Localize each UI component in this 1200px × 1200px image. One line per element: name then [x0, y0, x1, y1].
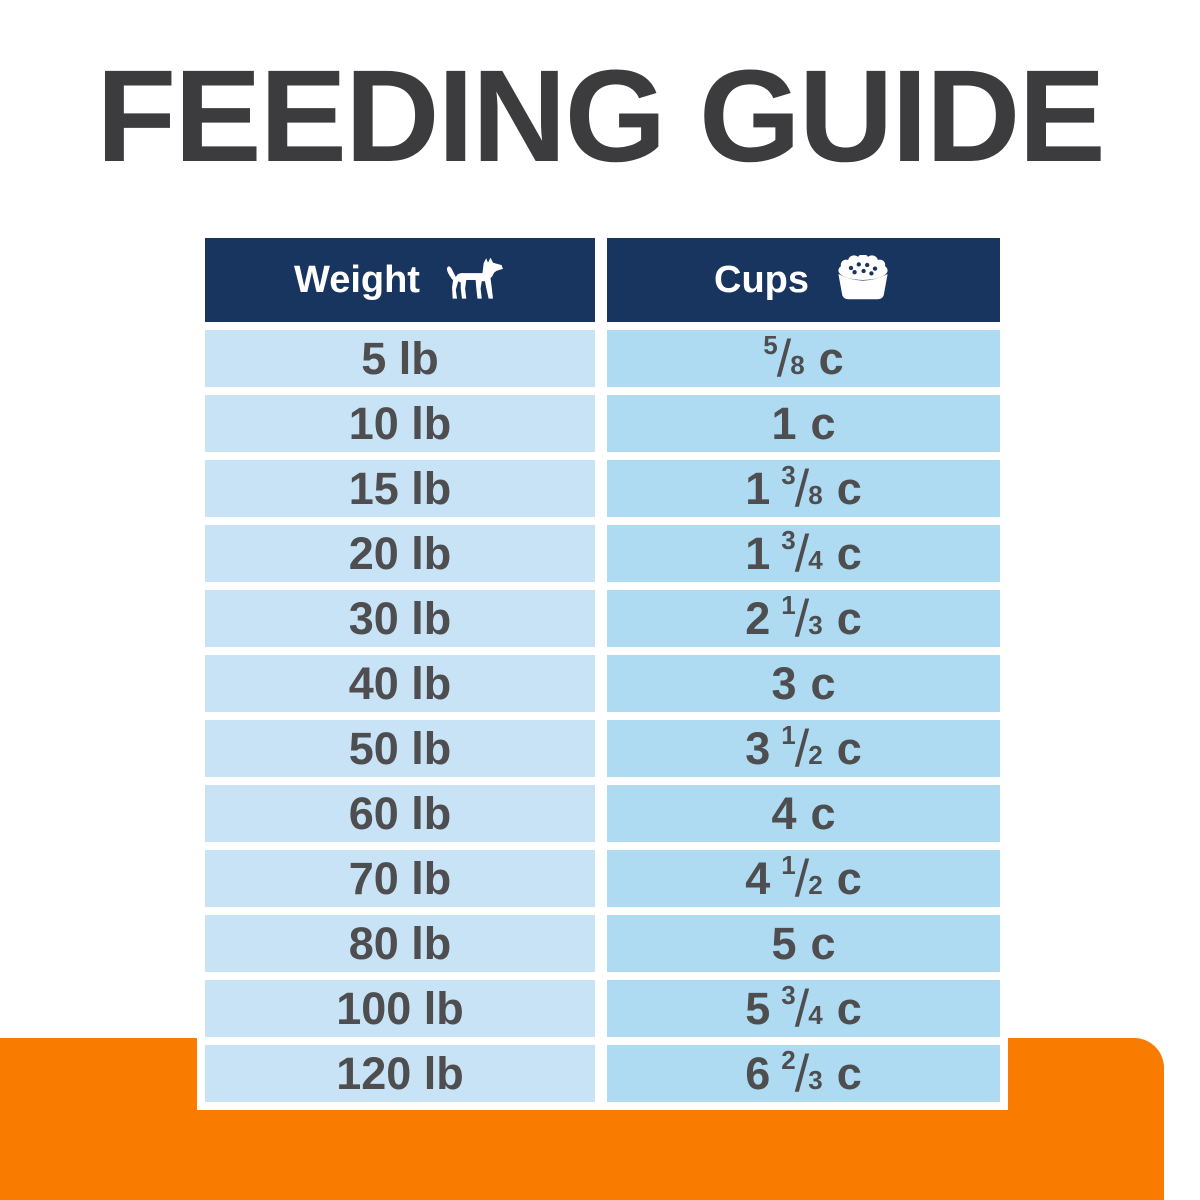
dog-icon: [446, 257, 503, 299]
cups-whole: 1: [745, 528, 771, 579]
cups-fraction-numerator: 2: [781, 1044, 796, 1075]
cups-cell: 1 3/4 c: [607, 525, 1000, 582]
cups-whole: 4: [771, 788, 797, 839]
cups-cell: 5 3/4 c: [607, 980, 1000, 1037]
cups-fraction-numerator: 1: [781, 589, 796, 620]
cups-whole: 3: [745, 723, 771, 774]
cups-fraction-numerator: 1: [781, 849, 796, 880]
cups-header-label: Cups: [714, 258, 809, 301]
weight-cell: 15 lb: [205, 460, 595, 517]
weight-cell: 40 lb: [205, 655, 595, 712]
cups-unit: c: [836, 593, 862, 644]
weight-cell: 30 lb: [205, 590, 595, 647]
cups-fraction-slash: /: [794, 459, 810, 518]
cups-fraction-denominator: 2: [808, 739, 823, 770]
cups-fraction-numerator: 5: [763, 329, 778, 360]
cups-unit: c: [836, 983, 862, 1034]
cups-fraction-slash: /: [794, 1044, 810, 1103]
cups-unit: c: [836, 723, 862, 774]
cups-fraction-numerator: 3: [781, 459, 796, 490]
cups-fraction-slash: /: [794, 719, 810, 778]
cups-fraction-denominator: 4: [808, 999, 823, 1030]
cups-fraction-slash: /: [794, 589, 810, 648]
weight-cell: 10 lb: [205, 395, 595, 452]
cups-unit: c: [810, 788, 836, 839]
cups-whole: 1: [745, 463, 771, 514]
cups-fraction-slash: /: [776, 329, 792, 388]
cups-fraction-denominator: 3: [808, 609, 823, 640]
cups-fraction-numerator: 3: [781, 524, 796, 555]
cups-fraction-denominator: 3: [808, 1064, 823, 1095]
cups-unit: c: [810, 398, 836, 449]
cups-cell: 2 1/3 c: [607, 590, 1000, 647]
cups-whole: 5: [771, 918, 797, 969]
cups-cell: 5/8 c: [607, 330, 1000, 387]
cups-cell: 6 2/3 c: [607, 1045, 1000, 1102]
weight-header-label: Weight: [294, 258, 420, 301]
cups-cell: 1 3/8 c: [607, 460, 1000, 517]
cups-fraction-slash: /: [794, 979, 810, 1038]
weight-cell: 120 lb: [205, 1045, 595, 1102]
cups-unit: c: [836, 463, 862, 514]
cups-cell: 3 1/2 c: [607, 720, 1000, 777]
cups-unit: c: [836, 853, 862, 904]
cups-fraction-slash: /: [794, 849, 810, 908]
bowl-icon: [838, 255, 888, 300]
weight-cell: 80 lb: [205, 915, 595, 972]
cups-cell: 4 1/2 c: [607, 850, 1000, 907]
cups-unit: c: [836, 528, 862, 579]
cups-unit: c: [818, 333, 844, 384]
weight-cell: 100 lb: [205, 980, 595, 1037]
weight-cell: 70 lb: [205, 850, 595, 907]
weight-cell: 5 lb: [205, 330, 595, 387]
weight-column-header: Weight: [205, 238, 595, 322]
cups-whole: 1: [771, 398, 797, 449]
cups-whole: 4: [745, 853, 771, 904]
cups-fraction-numerator: 3: [781, 979, 796, 1010]
weight-cell: 60 lb: [205, 785, 595, 842]
cups-unit: c: [836, 1048, 862, 1099]
cups-column-header: Cups: [607, 238, 1000, 322]
cups-fraction-numerator: 1: [781, 719, 796, 750]
cups-fraction-denominator: 2: [808, 869, 823, 900]
page-title: FEEDING GUIDE: [96, 42, 1106, 189]
cups-unit: c: [810, 658, 836, 709]
cups-whole: 6: [745, 1048, 771, 1099]
cups-whole: 5: [745, 983, 771, 1034]
weight-cell: 20 lb: [205, 525, 595, 582]
cups-fraction-denominator: 8: [808, 479, 823, 510]
feeding-table: Weight Cups: [197, 230, 1008, 1110]
cups-whole: 3: [771, 658, 797, 709]
weight-cell: 50 lb: [205, 720, 595, 777]
cups-unit: c: [810, 918, 836, 969]
cups-fraction-denominator: 4: [808, 544, 823, 575]
cups-fraction-slash: /: [794, 524, 810, 583]
cups-whole: 2: [745, 593, 771, 644]
cups-fraction-denominator: 8: [790, 349, 805, 380]
feeding-table-grid: Weight Cups: [205, 238, 1000, 1102]
